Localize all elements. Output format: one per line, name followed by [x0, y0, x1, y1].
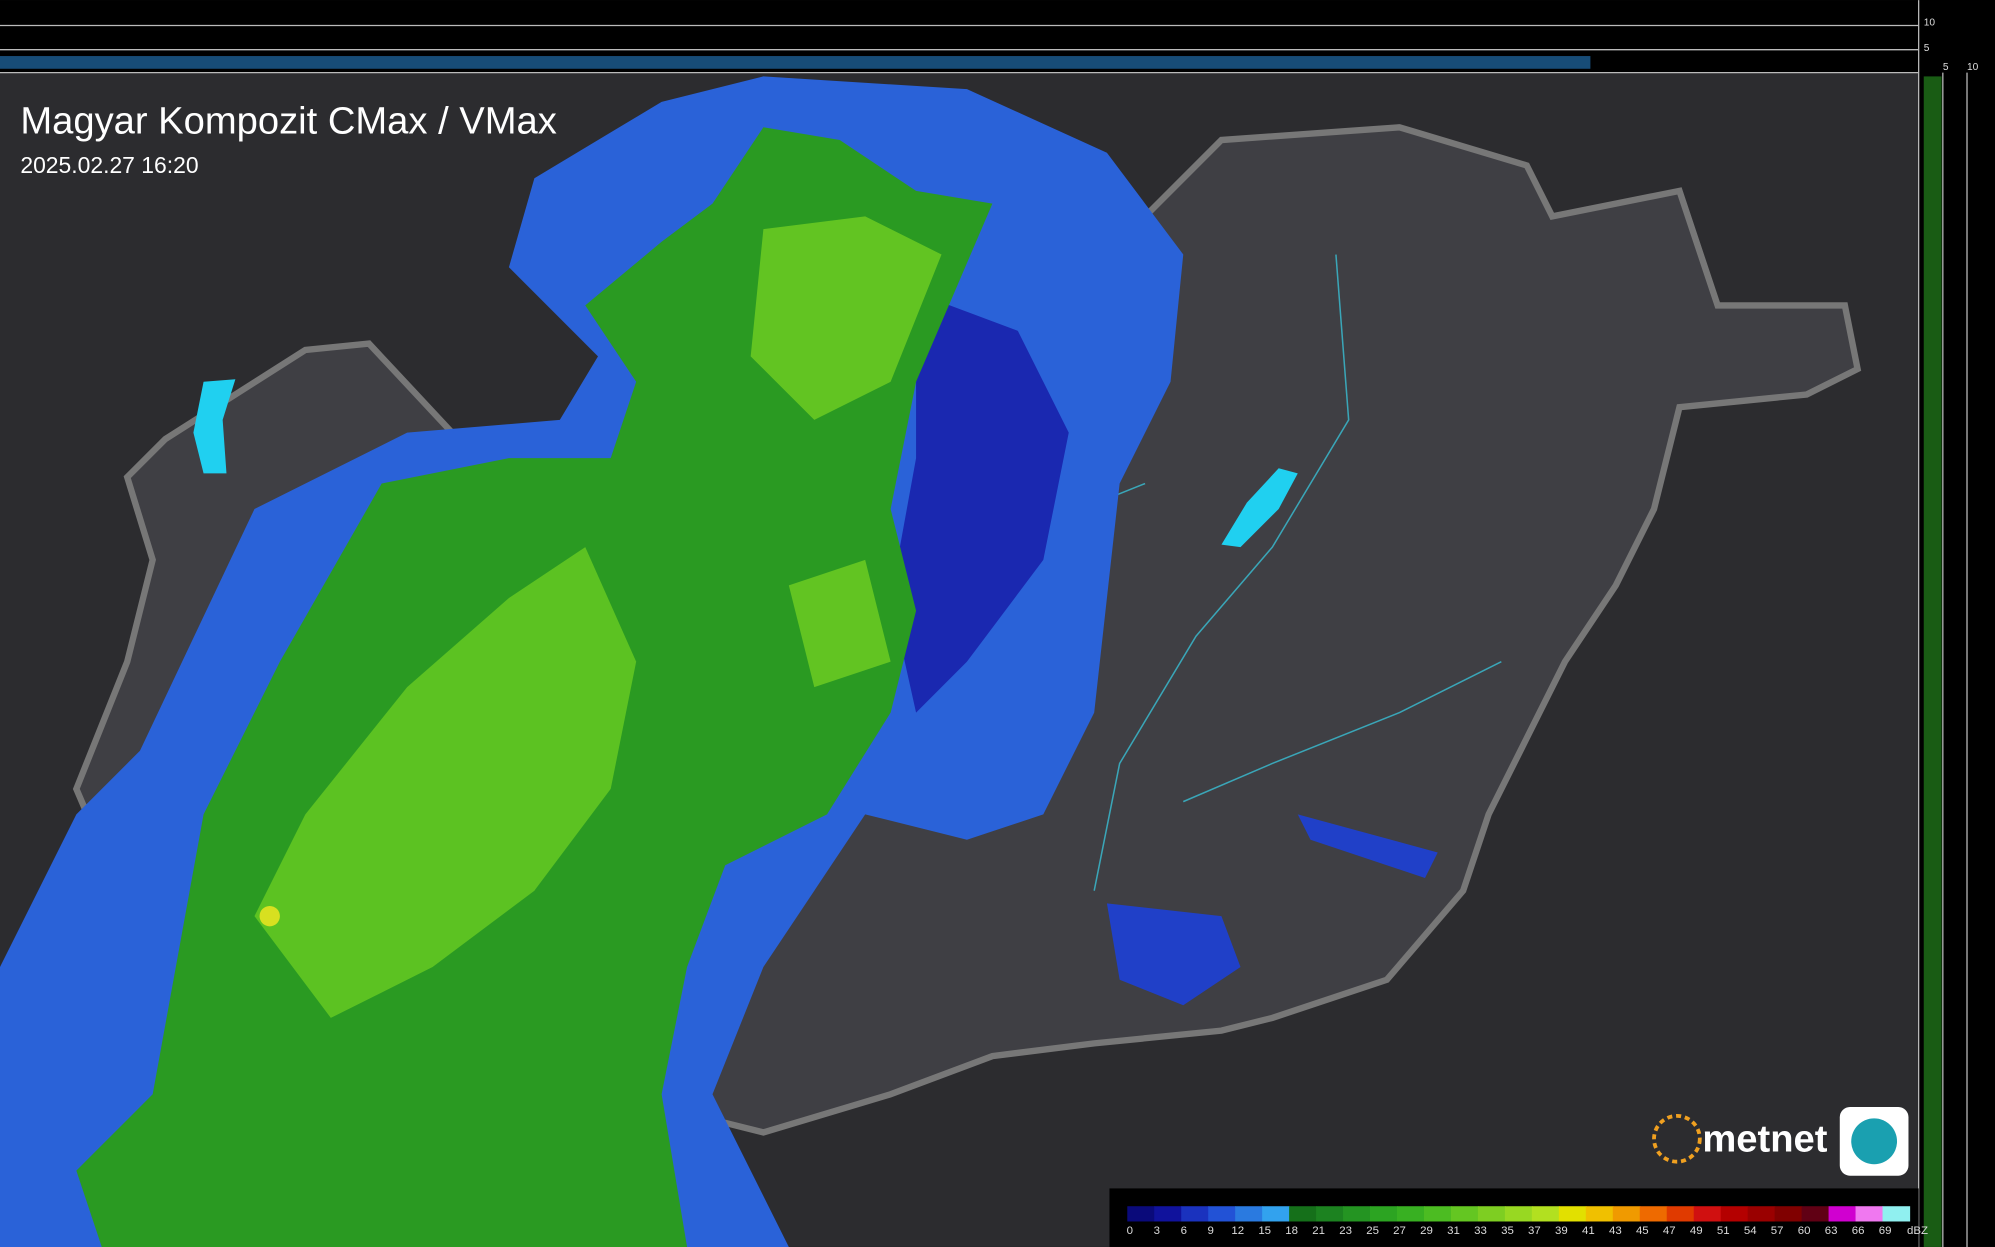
right-profile [1923, 76, 1942, 1247]
timestamp: 2025.02.27 16:20 [20, 152, 198, 178]
legend-label: 47 [1663, 1225, 1676, 1237]
logo-text: metnet [1702, 1118, 1827, 1161]
legend-label: 31 [1447, 1225, 1460, 1237]
legend-swatch [1801, 1206, 1830, 1222]
legend-label: 23 [1339, 1225, 1352, 1237]
legend-swatch [1289, 1206, 1317, 1222]
legend-swatch [1720, 1206, 1749, 1222]
logo-sun [1652, 1113, 1702, 1164]
legend-swatch [1504, 1206, 1533, 1222]
radar-echo-weak [1106, 814, 1438, 1006]
legend-swatch [1397, 1206, 1425, 1222]
legend-swatch [1343, 1206, 1371, 1222]
radar-echo-weak [890, 292, 1069, 713]
legend-swatch [1154, 1206, 1182, 1222]
legend-swatch [1558, 1206, 1587, 1222]
legend-label: 18 [1285, 1225, 1298, 1237]
legend-label: 9 [1208, 1225, 1214, 1237]
legend-label: 54 [1744, 1225, 1757, 1237]
legend-swatch [1585, 1206, 1614, 1222]
legend-label: 15 [1258, 1225, 1271, 1237]
legend-swatch [1882, 1206, 1911, 1222]
scale-label: 5 [1924, 43, 1930, 54]
lake [1221, 468, 1298, 548]
legend-swatch [1181, 1206, 1209, 1222]
legend-label: 3 [1154, 1225, 1160, 1237]
legend-label: 66 [1852, 1225, 1865, 1237]
legend-label: 57 [1771, 1225, 1784, 1237]
legend-swatch [1639, 1206, 1668, 1222]
logo: metnet [1652, 1106, 1909, 1176]
radar-echo-strong [259, 905, 280, 927]
legend-label: 60 [1798, 1225, 1811, 1237]
legend-swatch [1370, 1206, 1398, 1222]
legend-swatch [1855, 1206, 1884, 1222]
top-profile [0, 56, 1591, 69]
legend-swatch [1477, 1206, 1506, 1222]
legend-label: 45 [1636, 1225, 1649, 1237]
legend-label: 41 [1582, 1225, 1595, 1237]
legend: 0 3 6 9 12 15 18 21 23 25 27 29 31 33 35 37 39 41 43 45 47 49… [1127, 1206, 1928, 1237]
legend-label: 33 [1474, 1225, 1487, 1237]
legend-swatch [1262, 1206, 1290, 1222]
scale-label: 10 [1967, 62, 1979, 73]
scale-label: 5 [1943, 62, 1949, 73]
legend-label: 6 [1181, 1225, 1187, 1237]
radar-echo-moderate [750, 216, 942, 688]
legend-swatch [1316, 1206, 1344, 1222]
legend-label: 37 [1528, 1225, 1541, 1237]
legend-swatch [1450, 1206, 1479, 1222]
legend-label: 49 [1690, 1225, 1703, 1237]
legend-swatch [1747, 1206, 1776, 1222]
legend-unit: dBZ [1907, 1225, 1928, 1237]
legend-swatch [1531, 1206, 1560, 1222]
legend-label: 27 [1393, 1225, 1406, 1237]
legend-label: 0 [1127, 1225, 1133, 1237]
legend-swatch [1208, 1206, 1236, 1222]
legend-swatch [1423, 1206, 1452, 1222]
legend-label: 39 [1555, 1225, 1568, 1237]
legend-label: 29 [1420, 1225, 1433, 1237]
legend-swatch [1127, 1206, 1155, 1222]
legend-swatch [1828, 1206, 1857, 1222]
legend-swatch [1774, 1206, 1803, 1222]
scale-label: 10 [1924, 18, 1936, 29]
legend-label: 43 [1609, 1225, 1622, 1237]
map-title: Magyar Kompozit CMax / VMax [20, 100, 556, 143]
legend-swatch [1666, 1206, 1695, 1222]
legend-swatch [1235, 1206, 1263, 1222]
legend-label: 21 [1312, 1225, 1325, 1237]
legend-label: 51 [1717, 1225, 1730, 1237]
legend-label: 63 [1825, 1225, 1838, 1237]
legend-swatch [1612, 1206, 1641, 1222]
lake [193, 379, 236, 474]
legend-label: 25 [1366, 1225, 1379, 1237]
legend-swatch [1693, 1206, 1722, 1222]
logo-icon [1851, 1118, 1898, 1165]
legend-label: 69 [1879, 1225, 1892, 1237]
radar-echo-moderate [254, 547, 637, 1018]
legend-label: 12 [1231, 1225, 1244, 1237]
legend-label: 35 [1501, 1225, 1514, 1237]
